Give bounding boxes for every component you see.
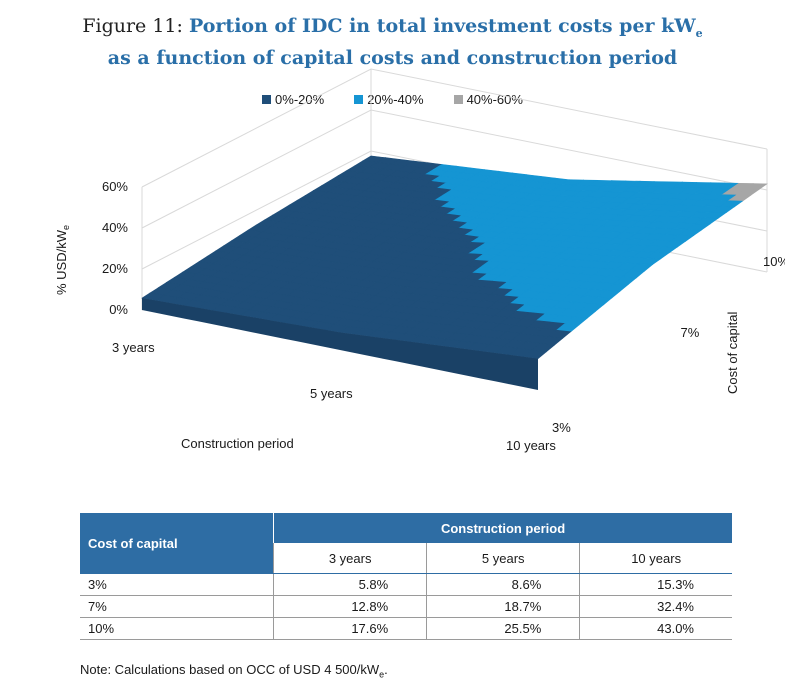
table-row: 10% 17.6% 25.5% 43.0% xyxy=(80,617,732,640)
legend-item: 20%-40% xyxy=(354,92,424,107)
title-subscript: e xyxy=(695,26,703,40)
table-row: 7% 12.8% 18.7% 32.4% xyxy=(80,595,732,618)
footnote-end: . xyxy=(384,662,388,677)
table-row: 3% 5.8% 8.6% 15.3% xyxy=(80,573,732,596)
table-cell: 18.7% xyxy=(426,595,580,618)
z-tick-label: 20% xyxy=(102,261,128,276)
legend-item: 0%-20% xyxy=(262,92,324,107)
footnote: Note: Calculations based on OCC of USD 4… xyxy=(80,662,388,680)
table-row-label: 3% xyxy=(80,573,274,596)
surface-front-edge xyxy=(142,298,538,390)
table-cell: 43.0% xyxy=(579,617,732,640)
z-tick-label: 40% xyxy=(102,220,128,235)
table-cell: 25.5% xyxy=(426,617,580,640)
x-axis-title: Construction period xyxy=(181,436,294,451)
legend-swatch xyxy=(262,95,272,104)
data-table: Cost of capital Construction period 3 ye… xyxy=(80,513,732,640)
table-cell: 15.3% xyxy=(579,573,732,596)
legend-swatch xyxy=(453,95,463,104)
y-tick-label: 7% xyxy=(681,325,700,340)
table-cell: 32.4% xyxy=(579,595,732,618)
figure-number: Figure 11: xyxy=(82,15,183,37)
z-tick-label: 60% xyxy=(102,179,128,194)
footnote-text: Note: Calculations based on OCC of USD 4… xyxy=(80,662,380,677)
surface-chart: 0% 20% 40% 60% 3 years 5 years 10 years 3% 7% 10%… xyxy=(54,68,785,453)
legend-item: 40%-60% xyxy=(453,92,523,107)
legend-swatch xyxy=(354,95,364,104)
y-axis-title: Cost of capital xyxy=(725,312,740,394)
table-cell: 5.8% xyxy=(273,573,427,596)
figure-title: Figure 11: Portion of IDC in total inves… xyxy=(0,14,785,71)
legend-label: 20%-40% xyxy=(367,92,424,107)
table-cell: 17.6% xyxy=(273,617,427,640)
title-line-2: as a function of capital costs and const… xyxy=(107,46,678,69)
surface-patch xyxy=(523,349,547,359)
legend-label: 40%-60% xyxy=(466,92,523,107)
x-tick-label: 10 years xyxy=(506,438,556,453)
chart-axes: 0% 20% 40% 60% 3 years 5 years 10 years 3% 7% 10% xyxy=(102,179,785,453)
table-col-header: 3 years xyxy=(273,543,427,574)
x-tick-label: 5 years xyxy=(310,386,353,401)
table-col-header: 5 years xyxy=(426,543,580,574)
z-axis-label: % USD/kWe xyxy=(54,225,71,295)
legend: 0%-20% 20%-40% 40%-60% xyxy=(0,92,785,107)
table-col-group: Construction period xyxy=(273,513,732,543)
footnote-subscript: e xyxy=(379,669,385,680)
z-tick-label: 0% xyxy=(109,302,128,317)
table-row-label: 10% xyxy=(80,617,274,640)
chart-surface xyxy=(141,155,768,390)
x-tick-label: 3 years xyxy=(112,340,155,355)
legend-label: 0%-20% xyxy=(275,92,325,107)
title-line-1: Portion of IDC in total investment costs… xyxy=(188,15,696,37)
table-col-header: 10 years xyxy=(579,543,732,574)
table-cell: 12.8% xyxy=(273,595,427,618)
table-row-header: Cost of capital xyxy=(80,513,274,574)
y-tick-label: 3% xyxy=(552,420,571,435)
table-cell: 8.6% xyxy=(426,573,580,596)
table-row-label: 7% xyxy=(80,595,274,618)
y-tick-label: 10% xyxy=(763,254,785,269)
